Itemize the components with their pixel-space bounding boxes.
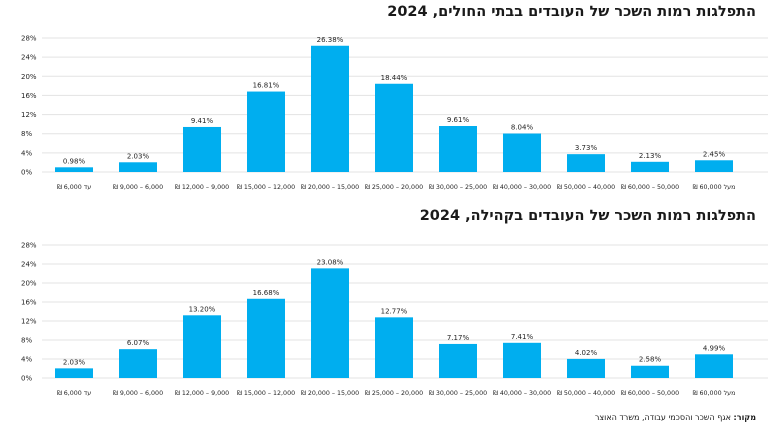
y-tick-label: 24%: [21, 54, 37, 62]
y-tick-label: 8%: [21, 130, 32, 138]
x-tick-label: 40,000 – 50,000 ₪: [557, 390, 615, 397]
data-label: 23.08%: [317, 258, 344, 266]
bar: [375, 83, 413, 172]
bar: [631, 161, 669, 172]
x-tick-label: 20,000 – 25,000 ₪: [365, 184, 423, 191]
bar-chart-plot: 0% 4% 8% 12% 16% 20% 24% 28% 0.98% עד 6,000 ₪ 2.03…: [21, 35, 768, 191]
data-label: 2.45%: [703, 150, 726, 158]
bar: [183, 315, 221, 378]
data-label: 2.03%: [127, 152, 150, 160]
bar: [375, 317, 413, 378]
y-tick-label: 8%: [21, 337, 32, 345]
x-tick-label: מעל 60,000 ₪: [693, 390, 736, 397]
bar: [247, 298, 285, 378]
source-text: אגף השכר והסכמי עבודה, משרד האוצר: [594, 413, 731, 422]
x-tick-label: 9,000 – 12,000 ₪: [175, 184, 229, 191]
x-tick-label: 30,000 – 40,000 ₪: [493, 184, 551, 191]
x-tick-label: 40,000 – 50,000 ₪: [557, 184, 615, 191]
data-label: 0.98%: [63, 157, 86, 165]
y-tick-label: 4%: [21, 356, 32, 364]
bar: [55, 368, 93, 378]
bar: [311, 268, 349, 378]
bar: [695, 160, 733, 172]
bar: [503, 133, 541, 172]
bar: [439, 126, 477, 172]
source-note: מקור: אגף השכר והסכמי עבודה, משרד האוצר: [595, 413, 756, 422]
y-tick-label: 20%: [21, 280, 37, 288]
x-tick-label: 20,000 – 25,000 ₪: [365, 390, 423, 397]
bar: [567, 358, 605, 378]
data-label: 9.41%: [191, 117, 214, 125]
x-tick-label: 25,000 – 30,000 ₪: [429, 184, 487, 191]
data-label: 18.44%: [381, 74, 408, 82]
bar: [55, 167, 93, 172]
data-label: 16.81%: [253, 82, 280, 90]
data-label: 2.58%: [639, 356, 662, 364]
data-label: 2.13%: [639, 152, 662, 160]
data-label: 26.38%: [317, 36, 344, 44]
bar: [439, 343, 477, 378]
y-tick-label: 16%: [21, 299, 37, 307]
data-label: 7.17%: [447, 334, 470, 342]
y-tick-label: 12%: [21, 318, 37, 326]
y-tick-label: 16%: [21, 92, 37, 100]
x-tick-label: 15,000 – 20,000 ₪: [301, 184, 359, 191]
bar: [183, 126, 221, 172]
bar: [119, 162, 157, 172]
bar: [503, 342, 541, 378]
chart-hospitals: התפלגות רמות השכר של העובדים בבתי החולים…: [0, 0, 768, 200]
y-tick-label: 28%: [21, 35, 37, 43]
data-label: 6.07%: [127, 339, 150, 347]
x-tick-label: 30,000 – 40,000 ₪: [493, 390, 551, 397]
y-tick-label: 24%: [21, 261, 37, 269]
x-tick-label: 15,000 – 20,000 ₪: [301, 390, 359, 397]
data-label: 7.41%: [511, 333, 534, 341]
source-label: מקור:: [733, 413, 756, 422]
y-tick-label: 28%: [21, 242, 37, 250]
x-tick-label: 12,000 – 15,000 ₪: [237, 184, 295, 191]
bar: [247, 91, 285, 172]
x-tick-label: 9,000 – 12,000 ₪: [175, 390, 229, 397]
data-label: 3.73%: [575, 144, 598, 152]
chart-title: התפלגות רמות השכר של העובדים בבתי החולים…: [387, 4, 756, 20]
data-label: 2.03%: [63, 358, 86, 366]
x-tick-label: עד 6,000 ₪: [57, 184, 91, 191]
bar: [311, 45, 349, 173]
x-tick-label: 12,000 – 15,000 ₪: [237, 390, 295, 397]
bar: [119, 349, 157, 378]
data-label: 4.99%: [703, 344, 726, 352]
y-tick-label: 12%: [21, 111, 37, 119]
bar: [695, 354, 733, 378]
data-label: 12.77%: [381, 307, 408, 315]
y-tick-label: 0%: [21, 169, 32, 177]
bar-chart-plot: 0% 4% 8% 12% 16% 20% 24% 28% 2.03% עד 6,000 ₪ 6.07…: [21, 242, 768, 397]
x-tick-label: 6,000 – 9,000 ₪: [113, 390, 163, 397]
x-tick-label: 6,000 – 9,000 ₪: [113, 184, 163, 191]
chart-community: התפלגות רמות השכר של העובדים בקהילה, 202…: [0, 204, 768, 400]
chart-title: התפלגות רמות השכר של העובדים בקהילה, 202…: [419, 208, 756, 224]
data-label: 8.04%: [511, 124, 534, 132]
data-label: 4.02%: [575, 349, 598, 357]
bar: [567, 154, 605, 172]
x-tick-label: 25,000 – 30,000 ₪: [429, 390, 487, 397]
x-tick-label: מעל 60,000 ₪: [693, 184, 736, 191]
data-label: 16.68%: [253, 289, 280, 297]
data-label: 9.61%: [447, 116, 470, 124]
x-tick-label: 50,000 – 60,000 ₪: [621, 184, 679, 191]
y-tick-label: 4%: [21, 149, 32, 157]
y-tick-label: 0%: [21, 375, 32, 383]
x-tick-label: עד 6,000 ₪: [57, 390, 91, 397]
data-label: 13.20%: [189, 305, 216, 313]
y-tick-label: 20%: [21, 73, 37, 81]
x-tick-label: 50,000 – 60,000 ₪: [621, 390, 679, 397]
bar: [631, 365, 669, 378]
